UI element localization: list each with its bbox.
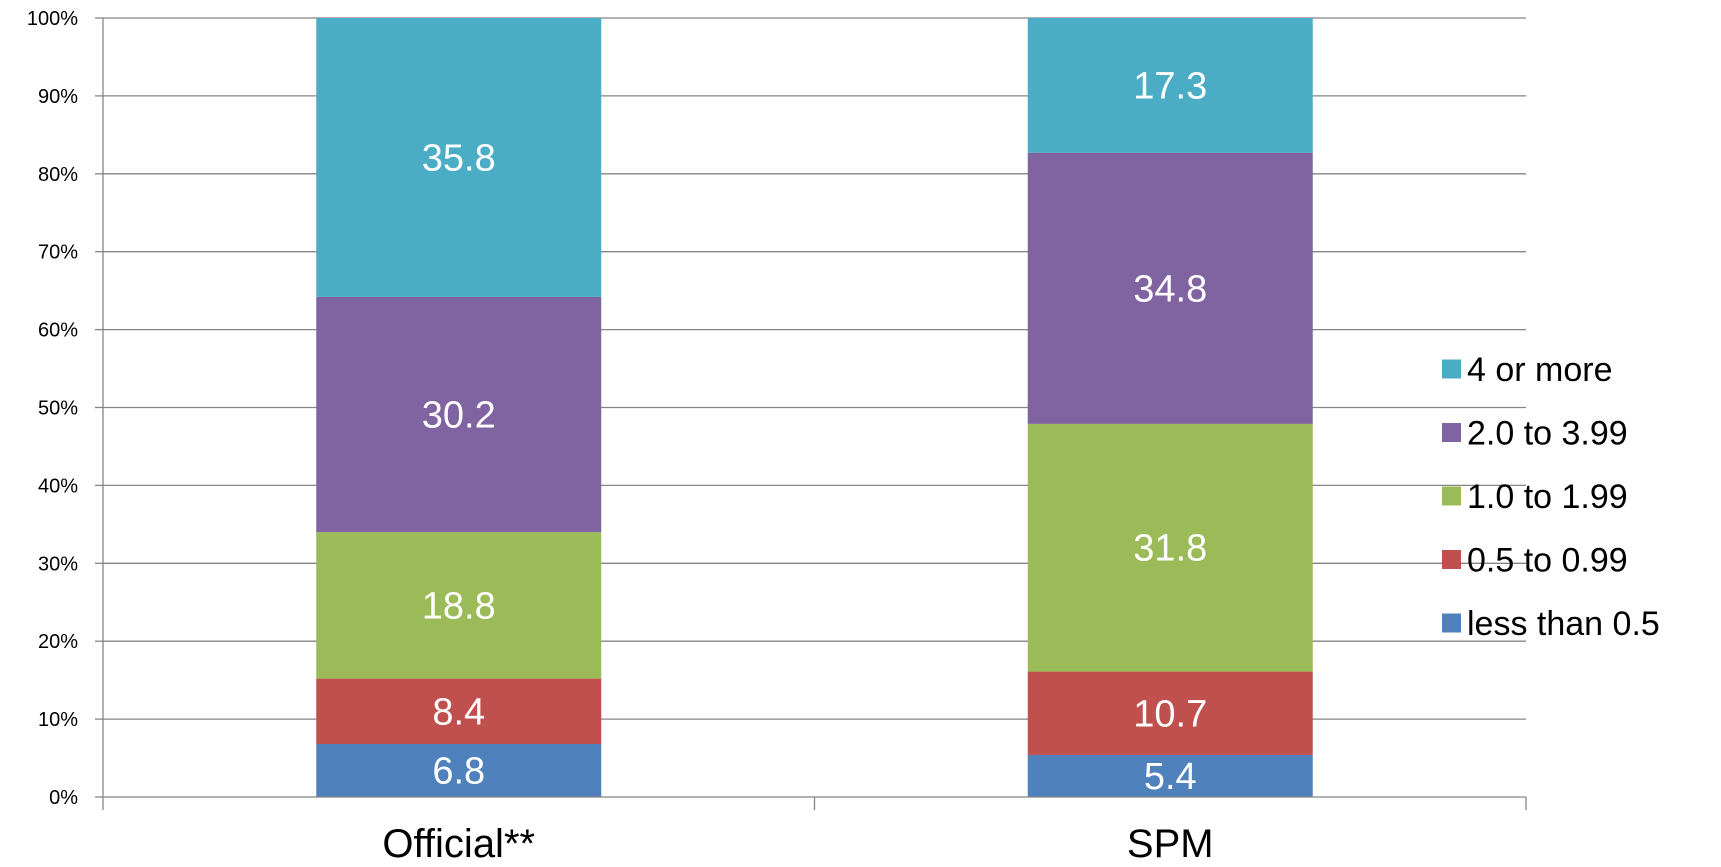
legend-swatch-0-5-to-0-99 [1442, 550, 1461, 569]
data-label-0-5-to-0-99-official: 8.4 [432, 691, 485, 733]
axes: 0% 10% 20% 30% 40% 50% 60% 70% 80% 90% 100% Officia… [27, 8, 1527, 866]
y-tick-label: 90% [38, 86, 78, 108]
legend-label-less-than-0-5: less than 0.5 [1467, 605, 1660, 643]
legend-swatch-less-than-0-5 [1442, 613, 1461, 633]
data-label-less-than-0-5-spm: 5.4 [1144, 756, 1197, 798]
x-category-label: SPM [1127, 822, 1214, 866]
bar-segment-1-0-to-1-99-spm [1027, 423, 1313, 672]
bar-segment-2-0-to-3-99-spm [1027, 152, 1313, 424]
bar-segment-1-0-to-1-99-official [316, 532, 602, 679]
y-tick-label: 70% [38, 242, 78, 264]
data-label-4-or-more-spm: 17.3 [1133, 65, 1207, 107]
data-labels: 6.8 8.4 18.8 30.2 35.8 5.4 10.7 31.8 34.8 17.3 [422, 65, 1207, 798]
data-label-2-0-to-3-99-spm: 34.8 [1133, 268, 1207, 310]
data-label-1-0-to-1-99-spm: 31.8 [1133, 528, 1207, 570]
y-tick-label: 40% [38, 475, 78, 497]
legend-label-2-0-to-3-99: 2.0 to 3.99 [1467, 415, 1628, 453]
bar-segment-0-5-to-0-99-official [316, 678, 602, 745]
bar-segment-2-0-to-3-99-official [316, 296, 602, 533]
legend-swatch-2-0-to-3-99 [1442, 423, 1461, 442]
legend-swatch-4-or-more [1442, 359, 1461, 379]
data-label-2-0-to-3-99-official: 30.2 [422, 395, 496, 437]
bar-segment-0-5-to-0-99-spm [1027, 671, 1313, 755]
bar-segment-less-than-0-5-spm [1027, 754, 1313, 797]
data-label-1-0-to-1-99-official: 18.8 [422, 585, 496, 627]
data-label-0-5-to-0-99-spm: 10.7 [1133, 693, 1207, 735]
bar-segment-4-or-more-spm [1027, 18, 1313, 153]
data-label-4-or-more-official: 35.8 [422, 137, 496, 179]
legend-swatch-1-0-to-1-99 [1442, 486, 1461, 506]
bar-segment-less-than-0-5-official [316, 744, 602, 797]
y-tick-label: 0% [49, 787, 78, 809]
y-tick-label: 100% [27, 8, 78, 30]
legend-label-4-or-more: 4 or more [1467, 351, 1613, 389]
y-tick-label: 20% [38, 631, 78, 653]
legend-label-0-5-to-0-99: 0.5 to 0.99 [1467, 542, 1628, 580]
bar-segments [316, 18, 1313, 797]
y-tick-label: 80% [38, 164, 78, 186]
y-tick-label: 10% [38, 709, 78, 731]
bar-segment-4-or-more-official [316, 18, 602, 297]
legend: 4 or more 2.0 to 3.99 1.0 to 1.99 0.5 to 0.… [1442, 351, 1660, 643]
data-label-less-than-0-5-official: 6.8 [432, 751, 485, 793]
legend-label-1-0-to-1-99: 1.0 to 1.99 [1467, 478, 1628, 516]
x-category-label: Official** [382, 822, 535, 866]
y-tick-label: 50% [38, 398, 78, 420]
y-tick-label: 30% [38, 553, 78, 575]
y-tick-label: 60% [38, 320, 78, 342]
